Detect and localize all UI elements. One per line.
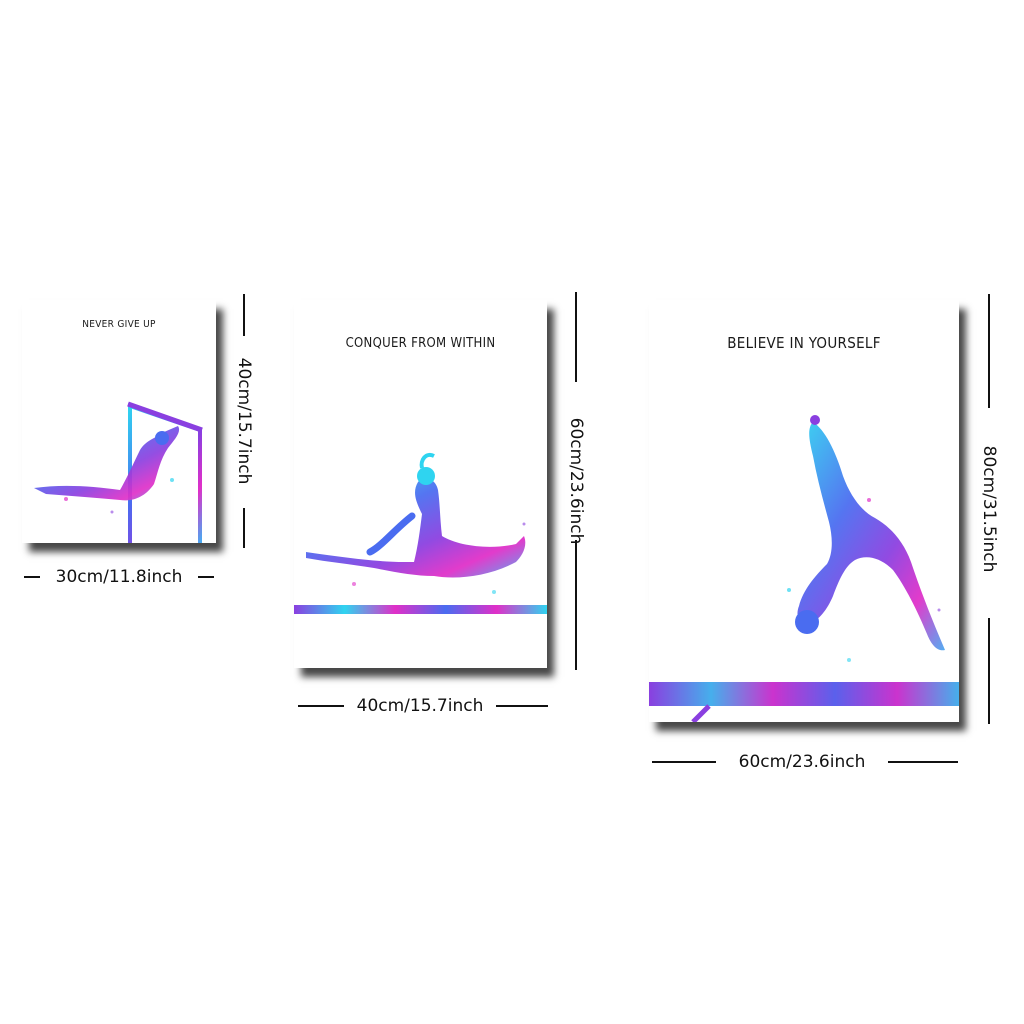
bar-gymnast-art	[22, 300, 216, 543]
width-label: 60cm/23.6inch	[733, 752, 872, 772]
width-label: 40cm/15.7inch	[351, 696, 490, 716]
height-label: 60cm/23.6inch	[566, 418, 586, 545]
width-label: 30cm/11.8inch	[50, 567, 189, 587]
poster-conquer-from-within: CONQUER FROM WITHIN	[294, 300, 547, 668]
height-dimension: 80cm/31.5inch	[979, 294, 999, 724]
width-dimension: 60cm/23.6inch	[652, 752, 958, 772]
height-label: 80cm/31.5inch	[979, 446, 999, 573]
split-leap-gymnast-art	[294, 300, 547, 668]
poster-never-give-up: NEVER GIVE UP	[22, 300, 216, 543]
height-label: 40cm/15.7inch	[234, 358, 254, 485]
width-dimension: 40cm/15.7inch	[298, 696, 548, 716]
width-dimension: 30cm/11.8inch	[24, 567, 214, 587]
backbend-gymnast-art	[649, 300, 959, 722]
height-dimension: 60cm/23.6inch	[566, 292, 586, 670]
height-dimension: 40cm/15.7inch	[234, 294, 254, 548]
poster-believe-in-yourself: BELIEVE IN YOURSELF	[649, 300, 959, 722]
